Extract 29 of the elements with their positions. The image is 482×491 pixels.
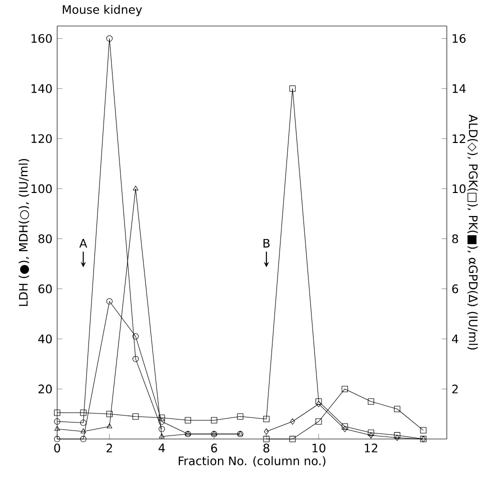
y2-tick-label: 16 [452,34,466,43]
x-tick-label: 10 [312,444,326,452]
y-tick-label: 100 [31,184,52,194]
x-axis-title: Fraction No. (column no.) [178,456,326,467]
x-tick-label: 8 [263,444,270,452]
y2-tick-label: 2 [452,384,458,394]
y2-axis-title: ALD(◇), PGK(□), PK(■), αGPD(Δ) (IU/ml) [467,114,478,350]
y2-tick-label: 10 [452,184,466,194]
y2-tick-label: 14 [452,84,466,93]
annotation: A [79,238,88,248]
y-tick-label: 60 [38,284,52,294]
y-tick-label: 40 [38,334,52,344]
y2-tick-label: 6 [452,284,458,294]
y-tick-label: 80 [38,234,52,244]
y-tick-label: 120 [31,134,52,144]
x-tick-label: 2 [106,444,112,452]
x-tick-label: 0 [54,444,60,452]
x-tick-label: 6 [211,444,217,452]
y2-tick-label: 8 [452,234,458,244]
y-tick-label: 20 [38,384,52,394]
annotation: B [263,238,270,248]
y-tick-label: 140 [31,84,52,93]
y2-tick-label: 4 [452,334,458,344]
x-tick-label: 12 [364,444,378,452]
y-axis-title: LDH (●), MDH(○), (IU/ml) [18,158,30,306]
y-tick-label: 160 [31,34,52,43]
y2-tick-label: 12 [452,134,466,143]
x-tick-label: 4 [158,444,165,452]
chart-title: Mouse kidney [62,4,142,16]
